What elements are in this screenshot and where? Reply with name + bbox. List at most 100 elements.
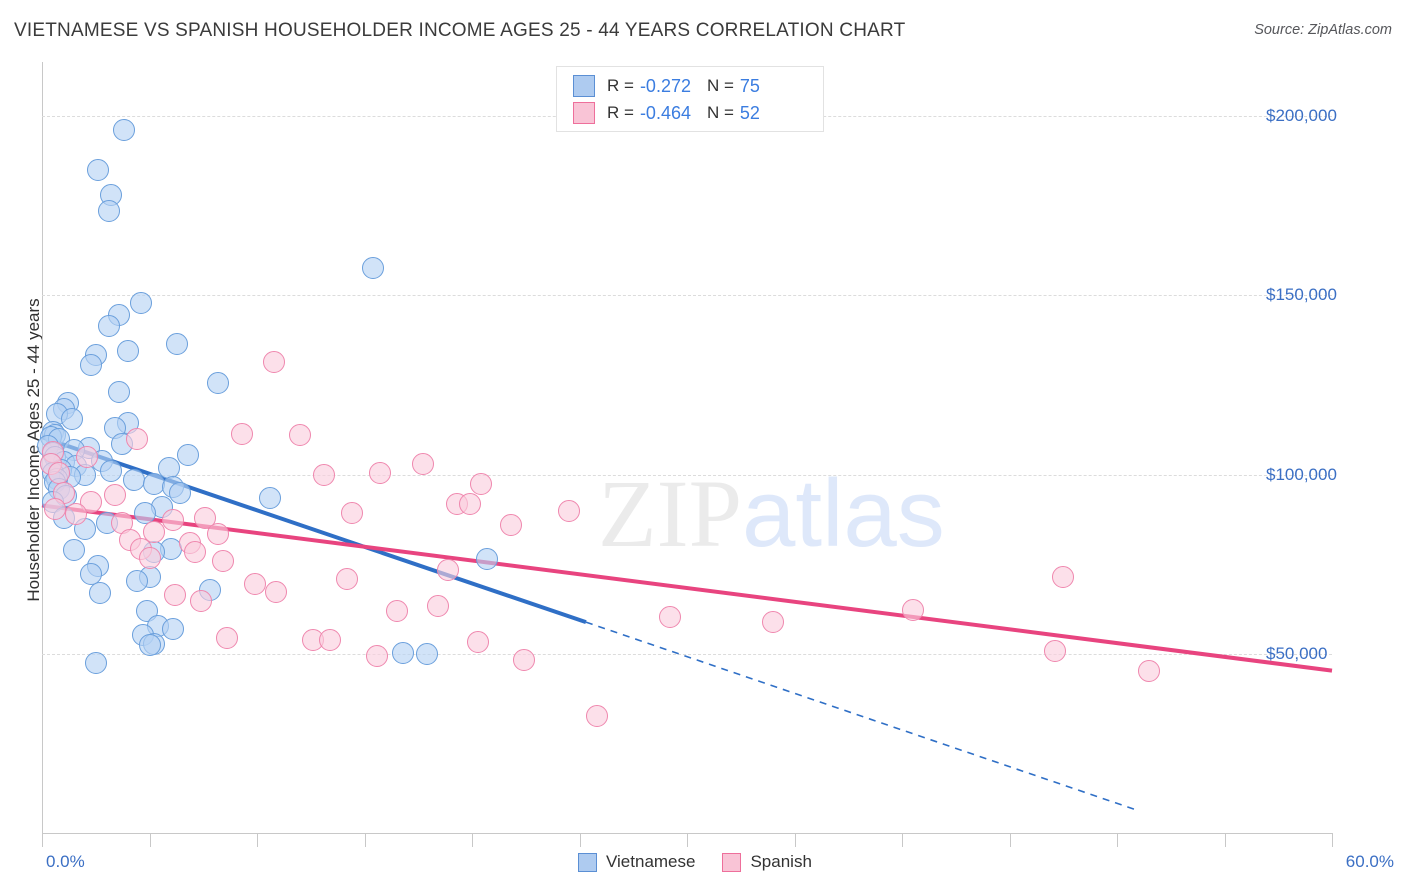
legend-label-vietnamese[interactable]: Vietnamese bbox=[606, 852, 696, 871]
data-point-v bbox=[86, 158, 109, 181]
stats-row-spanish: R = -0.464 N = 52 bbox=[573, 100, 776, 126]
gridline bbox=[42, 474, 1332, 476]
data-point-s bbox=[164, 584, 187, 607]
data-point-s bbox=[65, 503, 88, 526]
series-legend: Vietnamese Spanish bbox=[578, 852, 830, 872]
data-point-v bbox=[112, 119, 135, 142]
data-point-s bbox=[142, 521, 165, 544]
x-tick bbox=[257, 834, 258, 847]
legend-label-spanish[interactable]: Spanish bbox=[750, 852, 812, 871]
x-tick bbox=[364, 834, 366, 847]
x-tick bbox=[472, 834, 473, 847]
swatch-spanish-icon bbox=[573, 102, 595, 124]
data-point-s bbox=[437, 559, 460, 582]
data-point-v bbox=[108, 381, 131, 404]
data-point-s bbox=[215, 627, 238, 650]
data-point-s bbox=[467, 630, 490, 653]
x-tick bbox=[42, 834, 43, 847]
data-point-s bbox=[1052, 566, 1075, 589]
n-value-vietnamese: 75 bbox=[739, 75, 760, 96]
data-point-s bbox=[557, 499, 580, 522]
data-point-v bbox=[362, 257, 385, 280]
correlation-stats-box: R = -0.272 N = 75 R = -0.464 N = 52 bbox=[556, 66, 824, 132]
data-point-v bbox=[415, 643, 438, 666]
data-point-v bbox=[63, 539, 86, 562]
data-point-s bbox=[265, 580, 288, 603]
data-point-s bbox=[194, 507, 217, 530]
data-point-v bbox=[61, 408, 84, 431]
r-label-spanish: R = bbox=[607, 103, 634, 122]
data-point-s bbox=[162, 508, 185, 531]
data-point-s bbox=[230, 422, 253, 445]
data-point-v bbox=[97, 200, 120, 222]
data-point-s bbox=[366, 645, 389, 668]
plot-area: ZIPatlas bbox=[37, 62, 1333, 834]
data-point-s bbox=[340, 501, 363, 524]
data-point-s bbox=[336, 568, 359, 591]
data-point-v bbox=[123, 469, 146, 492]
data-point-v bbox=[168, 481, 191, 504]
x-axis-max-label: 60.0% bbox=[1345, 852, 1394, 871]
y-tick-label: $100,000 bbox=[1266, 464, 1337, 484]
x-axis-line bbox=[42, 833, 1333, 834]
data-point-s bbox=[138, 546, 161, 569]
r-value-spanish: -0.464 bbox=[639, 102, 691, 123]
data-point-s bbox=[243, 573, 266, 596]
data-point-v bbox=[125, 569, 148, 592]
data-point-v bbox=[392, 641, 415, 664]
y-tick-label: $50,000 bbox=[1266, 644, 1328, 664]
data-point-v bbox=[138, 634, 161, 657]
data-point-s bbox=[289, 424, 311, 447]
data-point-v bbox=[134, 501, 157, 524]
trend-lines bbox=[41, 435, 1333, 812]
data-point-s bbox=[104, 483, 127, 506]
n-label-vietnamese: N = bbox=[706, 76, 734, 95]
data-point-s bbox=[319, 629, 342, 652]
x-tick bbox=[149, 834, 151, 847]
r-value-vietnamese: -0.272 bbox=[639, 75, 691, 96]
data-point-v bbox=[80, 354, 103, 377]
legend-swatch-spanish-icon[interactable] bbox=[722, 852, 742, 872]
legend-swatch-vietnamese-icon[interactable] bbox=[578, 852, 597, 872]
data-point-s bbox=[76, 445, 99, 468]
data-point-s bbox=[1138, 659, 1161, 682]
stats-row-vietnamese: R = -0.272 N = 75 bbox=[573, 73, 776, 99]
data-point-s bbox=[901, 598, 924, 621]
data-point-s bbox=[368, 462, 391, 485]
x-tick bbox=[794, 834, 796, 847]
data-point-v bbox=[177, 444, 200, 467]
data-point-v bbox=[129, 291, 152, 314]
x-tick bbox=[579, 834, 581, 847]
data-point-s bbox=[411, 453, 434, 476]
y-tick-label: $150,000 bbox=[1266, 285, 1337, 305]
data-point-s bbox=[207, 523, 230, 546]
x-tick bbox=[687, 834, 688, 847]
data-point-s bbox=[263, 350, 286, 373]
x-tick bbox=[1332, 834, 1333, 847]
n-label-spanish: N = bbox=[706, 103, 734, 122]
data-point-s bbox=[658, 605, 681, 628]
data-point-s bbox=[190, 589, 213, 612]
data-point-v bbox=[166, 332, 189, 355]
source-attribution: Source: ZipAtlas.com bbox=[1254, 22, 1392, 38]
data-point-s bbox=[469, 472, 492, 495]
data-point-v bbox=[162, 618, 185, 641]
y-tick-label: $200,000 bbox=[1266, 105, 1337, 125]
data-point-s bbox=[312, 463, 335, 486]
data-point-s bbox=[458, 492, 481, 515]
data-point-s bbox=[125, 428, 148, 451]
data-point-v bbox=[207, 372, 230, 395]
data-point-v bbox=[89, 582, 112, 605]
watermark-zip: ZIP bbox=[598, 460, 742, 567]
page-title: VIETNAMESE VS SPANISH HOUSEHOLDER INCOME… bbox=[14, 20, 906, 41]
n-value-spanish: 52 bbox=[739, 102, 760, 123]
gridline bbox=[42, 295, 1332, 297]
data-point-s bbox=[80, 490, 103, 513]
swatch-vietnamese-icon bbox=[573, 75, 595, 97]
data-point-s bbox=[211, 550, 234, 573]
data-point-s bbox=[512, 648, 535, 671]
data-point-s bbox=[762, 611, 784, 634]
x-tick bbox=[1224, 834, 1226, 847]
data-point-v bbox=[80, 562, 103, 585]
